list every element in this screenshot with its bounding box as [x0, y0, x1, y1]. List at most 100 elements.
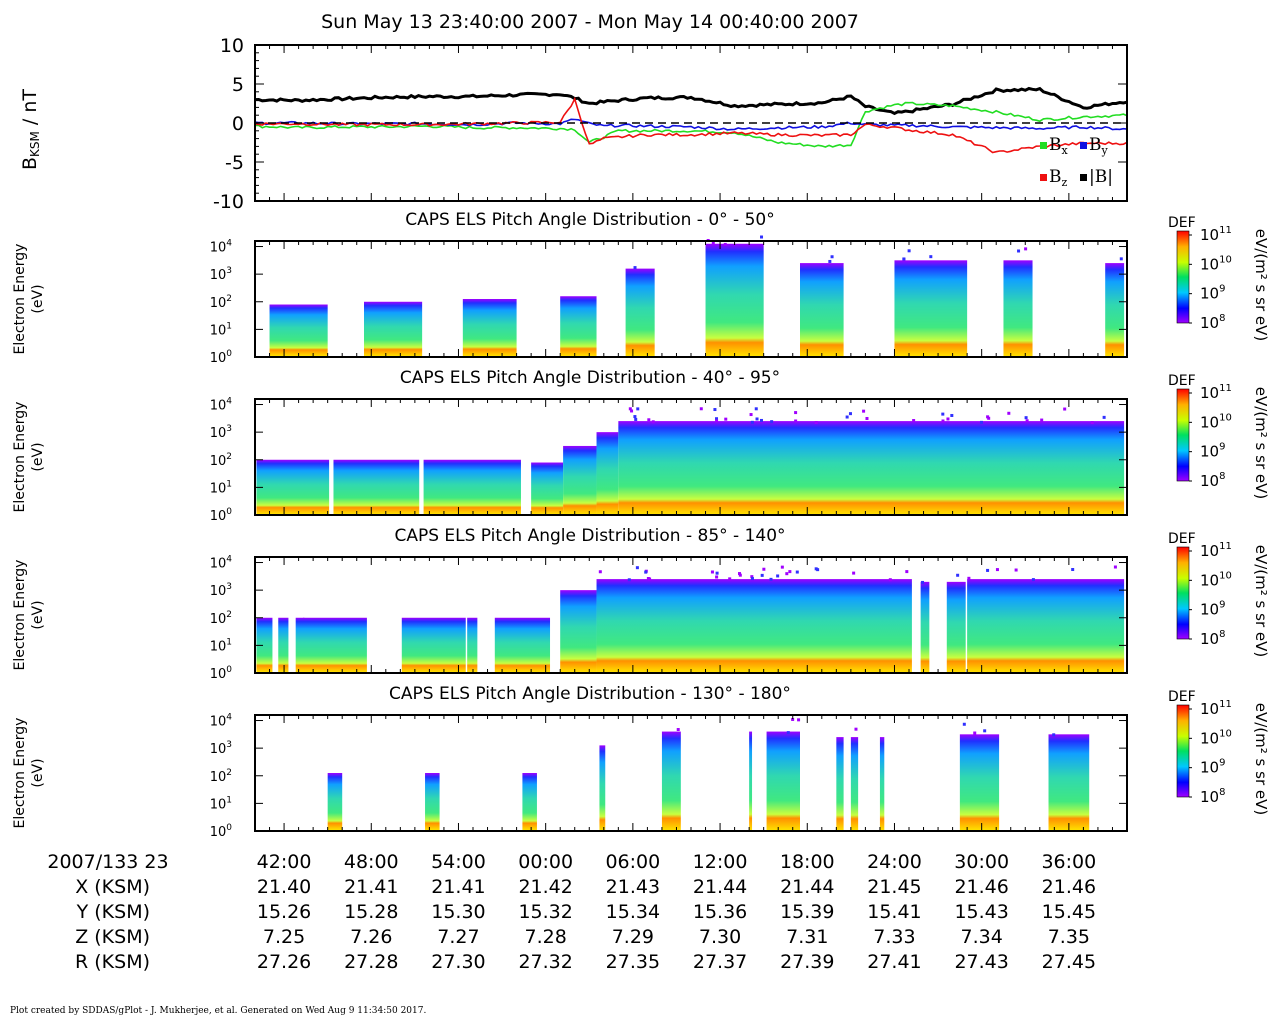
sparse-count-pixel	[1017, 249, 1021, 253]
sparse-count-pixel	[713, 408, 717, 412]
sparse-count-pixel	[750, 577, 754, 581]
sparse-count-pixel	[711, 241, 715, 245]
sparse-count-pixel	[598, 570, 602, 574]
sparse-count-pixel	[848, 412, 852, 416]
sparse-count-pixel	[941, 412, 945, 416]
sparse-count-pixel	[762, 567, 766, 571]
y-tick-label: 104	[210, 713, 233, 730]
ephemeris-table: 2007/133 23 42:00 48:00 54:00 00:00 06:00 12:0…	[47, 851, 1096, 973]
spectrogram-block	[618, 421, 1125, 514]
colorbar-unit-label: eV/(m² s sr eV)	[1252, 545, 1270, 657]
spectrogram-block	[531, 462, 564, 514]
field-y-axis-label: BKSM / nT	[19, 89, 42, 170]
legend-label-by: By	[1089, 135, 1109, 157]
spectrogram-panel-4: CAPS ELS Pitch Angle Distribution - 130°…	[12, 684, 1270, 840]
colorbar-tick-label: 108	[1200, 313, 1225, 332]
ephemeris-value: 7.28	[525, 926, 567, 948]
plot-credit-footer: Plot created by SDDAS/gPlot - J. Mukherj…	[10, 1006, 427, 1016]
sparse-count-pixel	[759, 418, 763, 422]
y-tick-label: 103	[210, 424, 232, 441]
sparse-count-pixel	[1102, 415, 1106, 419]
y-tick-label: 104	[210, 397, 233, 414]
colorbar-tick-label: 109	[1200, 442, 1225, 461]
sparse-count-pixel	[950, 413, 954, 417]
colorbar-tick-label: 1011	[1200, 225, 1232, 244]
colorbar-unit-label: eV/(m² s sr eV)	[1252, 703, 1270, 815]
ephemeris-value: 15.41	[867, 901, 921, 923]
ephemeris-value: 21.42	[518, 876, 572, 898]
spectrogram-block	[423, 459, 521, 514]
y-axis-label-line: (eV)	[30, 600, 46, 629]
panel-title: CAPS ELS Pitch Angle Distribution - 130°…	[389, 684, 791, 704]
y-tick-label: 101	[210, 321, 232, 338]
spectrogram-block	[894, 260, 968, 356]
spectrogram-block	[1003, 260, 1033, 356]
ephemeris-row-label: R (KSM)	[75, 951, 150, 973]
spectrogram-block	[625, 268, 655, 356]
ephemeris-value: 27.43	[954, 951, 1008, 973]
y-tick-label: 104	[210, 239, 233, 256]
sparse-count-pixel	[633, 266, 637, 270]
spectrogram-block	[967, 579, 1125, 672]
ephemeris-value: 06:00	[605, 851, 660, 873]
ephemeris-value: 00:00	[518, 851, 573, 873]
sparse-count-pixel	[1119, 257, 1123, 261]
y-tick-label: -10	[213, 191, 244, 213]
ephemeris-row-label: 2007/133 23	[47, 851, 168, 873]
legend-swatch-bz	[1040, 174, 1047, 181]
colorbar-tick-label: 108	[1200, 787, 1225, 806]
ephemeris-value: 7.35	[1048, 926, 1090, 948]
sparse-count-pixel	[1090, 421, 1094, 425]
ephemeris-value: 15.36	[693, 901, 747, 923]
spectrogram-panel-1: CAPS ELS Pitch Angle Distribution - 0° -…	[12, 210, 1270, 366]
colorbar	[1176, 546, 1190, 640]
legend-swatch-by	[1080, 142, 1087, 149]
sparse-count-pixel	[854, 727, 858, 731]
y-axis-label-line: Electron Energy	[12, 560, 28, 671]
y-tick-label: 100	[210, 823, 233, 840]
sparse-count-pixel	[651, 420, 655, 424]
panel-y-axis-label: Electron Energy (eV)	[12, 718, 46, 829]
colorbar-unit-label: eV/(m² s sr eV)	[1252, 387, 1270, 499]
spectrogram-block	[494, 617, 551, 672]
sparse-count-pixel	[760, 573, 764, 577]
spectrogram-block	[467, 617, 478, 672]
y-tick-label: 102	[210, 294, 232, 311]
sparse-count-pixel	[1113, 565, 1117, 569]
y-tick-label: 102	[210, 768, 232, 785]
y-axis-label-line: Electron Energy	[12, 244, 28, 355]
ephemeris-value: 15.39	[780, 901, 834, 923]
sparse-count-pixel	[755, 417, 759, 421]
sparse-count-pixel	[983, 729, 987, 733]
ephemeris-value: 18:00	[780, 851, 835, 873]
field-legend: Bx By Bz |B|	[1040, 135, 1113, 189]
ephemeris-value: 21.41	[431, 876, 485, 898]
sparse-count-pixel	[1063, 407, 1067, 411]
sparse-count-pixel	[738, 572, 742, 576]
spectrogram-block	[879, 737, 885, 830]
y-tick-label: 0	[232, 113, 244, 135]
sparse-count-pixel	[1007, 411, 1011, 415]
sparse-count-pixel	[912, 419, 916, 423]
legend-label-bz: Bz	[1049, 167, 1068, 189]
spectrogram-block	[1048, 734, 1090, 830]
colorbar	[1176, 704, 1190, 798]
sparse-count-pixel	[699, 407, 703, 411]
sparse-count-pixel	[630, 409, 634, 413]
spectrogram-block	[269, 304, 328, 356]
ephemeris-value: 15.32	[518, 901, 572, 923]
y-axis-label-line: Electron Energy	[12, 402, 28, 513]
colorbar	[1176, 230, 1190, 324]
spectrogram-panel-2: CAPS ELS Pitch Angle Distribution - 40° …	[12, 368, 1270, 524]
sparse-count-pixel	[715, 571, 719, 575]
colorbar-tick-label: 1011	[1200, 541, 1232, 560]
panel-title: CAPS ELS Pitch Angle Distribution - 85° …	[394, 526, 785, 546]
colorbar-tick-label: 1010	[1200, 412, 1232, 431]
ephemeris-value: 27.39	[780, 951, 834, 973]
series-line-bx	[254, 101, 1128, 148]
y-tick-label: 103	[210, 740, 232, 757]
colorbar-label: DEF	[1168, 215, 1196, 231]
ephemeris-value: 21.40	[257, 876, 311, 898]
spectrogram-block	[850, 737, 859, 830]
sparse-count-pixel	[776, 574, 780, 578]
